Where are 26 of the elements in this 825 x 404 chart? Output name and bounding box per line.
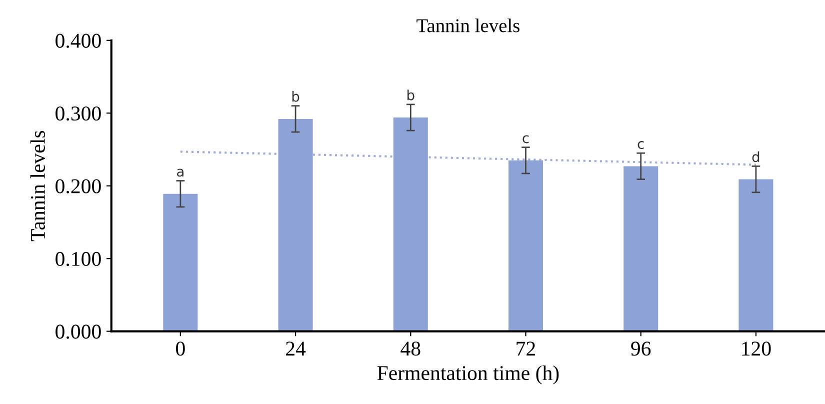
- y-tick-label: 0.200: [56, 179, 101, 194]
- annotation: b: [407, 90, 414, 100]
- x-tick-label: 72: [516, 342, 536, 356]
- x-tick-label: 0: [176, 342, 185, 356]
- bar: [393, 117, 428, 332]
- annotation: a: [177, 168, 184, 177]
- y-tick-label: 0.000: [56, 324, 101, 339]
- x-axis-title: Fermentation time (h): [377, 365, 559, 384]
- annotation: b: [292, 91, 300, 102]
- bar: [163, 194, 198, 332]
- x-tick-label: 24: [286, 342, 306, 356]
- x-tick-label: 96: [631, 342, 651, 356]
- annotation: c: [638, 141, 644, 150]
- bar: [508, 160, 544, 332]
- chart-title: Tannin levels: [416, 18, 520, 32]
- y-tick-label: 0.400: [56, 34, 101, 48]
- y-tick-label: 0.300: [56, 106, 101, 121]
- bar: [738, 179, 774, 332]
- bar: [278, 118, 313, 332]
- annotation: d: [752, 151, 760, 162]
- x-tick-label: 120: [742, 342, 771, 356]
- y-tick-label: 0.100: [56, 252, 101, 266]
- annotation: c: [522, 135, 529, 144]
- x-tick-label: 48: [400, 342, 420, 356]
- bar: [624, 166, 658, 332]
- y-axis-title: Tannin levels: [30, 130, 45, 242]
